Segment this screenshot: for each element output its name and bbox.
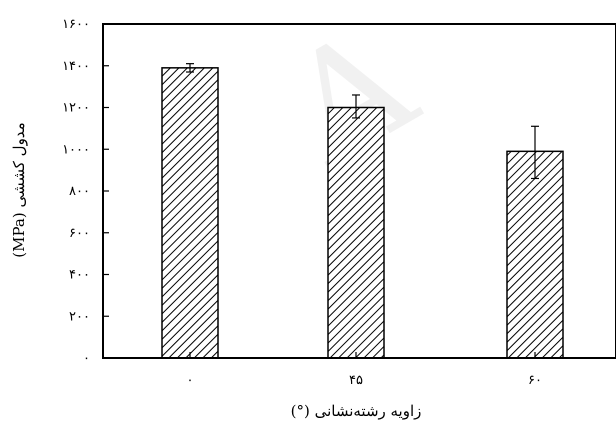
error-bars-group (186, 63, 539, 180)
y-tick-label-6: ١٢٠٠ (62, 101, 90, 116)
y-axis-ticks: ٠ ٢٠٠ ۴٠٠ ۶٠٠ ٨٠٠ ١٠٠٠ ١٢٠٠ ١۴٠٠ ١۶٠٠ (62, 17, 109, 366)
x-axis-label: زاویه رشته‌نشانی (°) (291, 402, 422, 420)
bar-1 (327, 106, 385, 359)
bars-group (161, 67, 564, 359)
bar-0 (161, 67, 219, 359)
y-tick-label-4: ٨٠٠ (69, 184, 90, 199)
x-tick-label-0: ٠ (187, 373, 194, 388)
y-tick-label-0: ٠ (83, 351, 90, 366)
bar-2 (506, 150, 564, 359)
y-tick-label-8: ١۶٠٠ (62, 17, 90, 32)
x-tick-label-1: ۴۵ (349, 373, 363, 388)
x-axis-ticks: ٠ ۴۵ ۶٠ (187, 352, 542, 388)
y-axis-label: مدول کششی (MPa) (10, 122, 28, 257)
y-tick-label-2: ۴٠٠ (69, 268, 90, 283)
y-tick-label-1: ٢٠٠ (69, 309, 90, 324)
x-tick-label-2: ۶٠ (528, 373, 542, 388)
y-tick-label-5: ١٠٠٠ (62, 142, 90, 157)
y-tick-label-7: ١۴٠٠ (62, 59, 90, 74)
y-tick-label-3: ۶٠٠ (69, 226, 90, 241)
